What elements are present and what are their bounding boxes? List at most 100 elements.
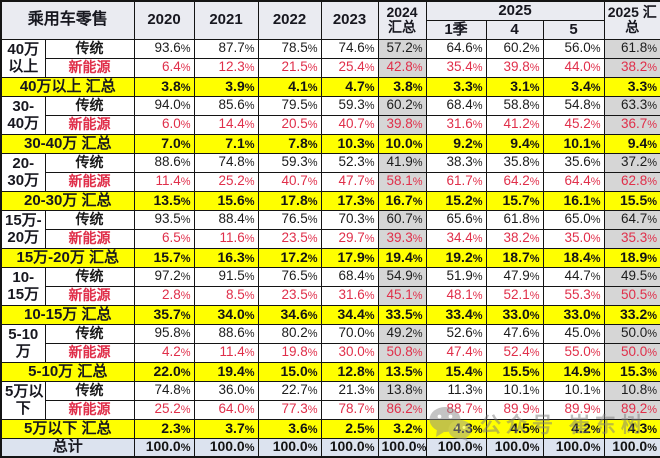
cell-value: 6.0%	[133, 114, 195, 135]
row-type-nev: 新能源	[44, 57, 135, 78]
cell-value: 49.5%	[603, 266, 660, 287]
cell-value: 50.0%	[603, 342, 660, 363]
cell-value: 64.7%	[603, 209, 660, 230]
cell-value: 33.4%	[425, 304, 487, 325]
cell-value: 33.2%	[603, 304, 660, 325]
table-row-traditional: 5万以下传统 74.8% 36.0% 22.7% 21.3% 13.8% 11.3% 10.1…	[0, 380, 660, 420]
cell-value: 60.2%	[377, 95, 427, 116]
row-type-traditional: 传统	[44, 323, 135, 344]
row-type-nev: 新能源	[44, 399, 135, 420]
cell-value: 86.2%	[377, 399, 427, 420]
cell-value: 15.7%	[485, 190, 544, 211]
cell-value: 33.5%	[377, 304, 427, 325]
row-group-label: 10- 15万	[0, 266, 46, 306]
row-type-traditional: 传统	[44, 266, 135, 287]
cell-value: 100.0%	[603, 437, 660, 458]
cell-value: 52.6%	[425, 323, 487, 344]
cell-value: 59.3%	[320, 95, 379, 116]
cell-value: 35.3%	[603, 228, 660, 249]
cell-value: 45.2%	[542, 114, 605, 135]
cell-value: 15.4%	[425, 361, 487, 382]
cell-value: 4.2%	[133, 342, 195, 363]
summary-row-label: 10-15万 汇总	[0, 304, 135, 325]
cell-value: 36.0%	[193, 380, 259, 401]
row-group-label: 20- 30万	[0, 152, 46, 192]
cell-value: 50.0%	[603, 323, 660, 344]
cell-value: 11.3%	[425, 380, 487, 401]
cell-value: 41.9%	[377, 152, 427, 173]
cell-value: 4.2%	[542, 418, 605, 439]
cell-value: 15.5%	[485, 361, 544, 382]
cell-value: 64.6%	[425, 38, 487, 59]
cell-value: 12.8%	[320, 361, 379, 382]
cell-value: 40.7%	[320, 114, 379, 135]
cell-value: 3.8%	[133, 76, 195, 97]
col-header-2025-total: 2025 汇总	[603, 0, 660, 40]
cell-value: 68.4%	[425, 95, 487, 116]
cell-value: 88.4%	[193, 209, 259, 230]
cell-value: 31.6%	[425, 114, 487, 135]
cell-value: 100.0%	[320, 437, 379, 458]
cell-value: 3.8%	[377, 76, 427, 97]
cell-value: 4.5%	[485, 418, 544, 439]
table-row-summary: 10-15万 汇总 35.7% 34.0% 34.6% 34.4% 33.5% 33.4% 3…	[0, 304, 660, 325]
cell-value: 50.8%	[377, 342, 427, 363]
col-header-2025-apr: 4	[485, 19, 544, 40]
cell-value: 15.3%	[603, 361, 660, 382]
cell-value: 80.2%	[257, 323, 322, 344]
cell-value: 74.8%	[133, 380, 195, 401]
cell-value: 4.3%	[603, 418, 660, 439]
cell-value: 22.0%	[133, 361, 195, 382]
cell-value: 89.2%	[603, 399, 660, 420]
cell-value: 94.0%	[133, 95, 195, 116]
cell-value: 51.9%	[425, 266, 487, 287]
cell-value: 45.1%	[377, 285, 427, 306]
cell-value: 59.3%	[257, 152, 322, 173]
cell-value: 20.5%	[257, 114, 322, 135]
row-group-label: 5万以下	[0, 380, 46, 420]
row-group-label: 15万- 20万	[0, 209, 46, 249]
cell-value: 3.1%	[485, 76, 544, 97]
cell-value: 18.4%	[542, 247, 605, 268]
cell-value: 11.4%	[193, 342, 259, 363]
cell-value: 35.6%	[542, 152, 605, 173]
cell-value: 4.7%	[320, 76, 379, 97]
cell-value: 36.7%	[603, 114, 660, 135]
table-row-grand-total: 总计 100.0% 100.0% 100.0% 100.0% 100.0% 100.0% 10…	[0, 437, 660, 458]
table-row-summary: 5-10万 汇总 22.0% 19.4% 15.0% 12.8% 13.5% 15.4% 15…	[0, 361, 660, 382]
summary-row-label: 30-40万 汇总	[0, 133, 135, 154]
cell-value: 45.0%	[542, 323, 605, 344]
cell-value: 6.4%	[133, 57, 195, 78]
cell-value: 88.6%	[133, 152, 195, 173]
cell-value: 61.8%	[603, 38, 660, 59]
col-header-2025-may: 5	[542, 19, 605, 40]
row-type-traditional: 传统	[44, 209, 135, 230]
summary-row-label: 5万以下 汇总	[0, 418, 135, 439]
cell-value: 17.8%	[257, 190, 322, 211]
summary-row-label: 20-30万 汇总	[0, 190, 135, 211]
cell-value: 91.5%	[193, 266, 259, 287]
cell-value: 55.0%	[542, 342, 605, 363]
cell-value: 17.9%	[320, 247, 379, 268]
cell-value: 30.0%	[320, 342, 379, 363]
cell-value: 3.7%	[193, 418, 259, 439]
cell-value: 78.5%	[257, 38, 322, 59]
cell-value: 100.0%	[485, 437, 544, 458]
cell-value: 3.4%	[542, 76, 605, 97]
cell-value: 8.5%	[193, 285, 259, 306]
col-header-2024-total: 2024 汇总	[377, 0, 427, 40]
cell-value: 23.5%	[257, 285, 322, 306]
cell-value: 100.0%	[257, 437, 322, 458]
cell-value: 39.3%	[377, 228, 427, 249]
table-row-nev: 新能源 4.2% 11.4% 19.8% 30.0% 50.8% 47.4% 52.4% 55.…	[1, 342, 660, 363]
cell-value: 12.3%	[193, 57, 259, 78]
table-row-traditional: 30- 40万 传统 94.0% 85.6% 79.5% 59.3% 60.2% 68.4% 58…	[0, 95, 660, 135]
cell-value: 19.2%	[425, 247, 487, 268]
cell-value: 17.2%	[257, 247, 322, 268]
cell-value: 16.7%	[377, 190, 427, 211]
cell-value: 19.4%	[377, 247, 427, 268]
table-row-nev: 新能源 2.8% 8.5% 23.5% 31.6% 45.1% 48.1% 52.1% 55.3…	[1, 285, 660, 306]
cell-value: 35.4%	[425, 57, 487, 78]
cell-value: 15.5%	[603, 190, 660, 211]
